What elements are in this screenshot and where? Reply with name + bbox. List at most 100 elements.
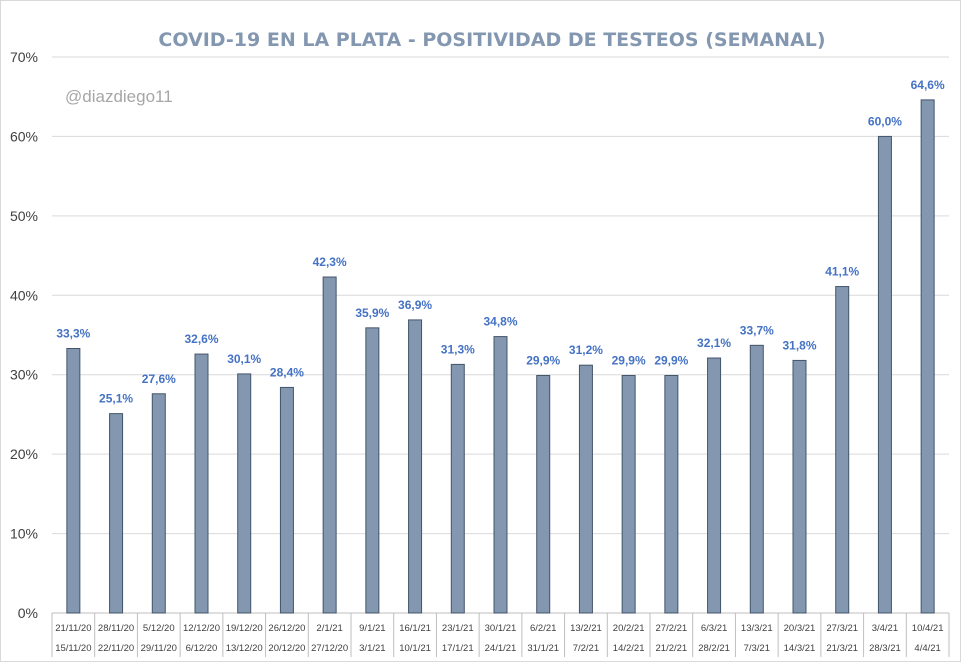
x-tick-label-start-date: 27/12/20 xyxy=(311,643,348,654)
data-label: 34,8% xyxy=(483,315,517,329)
x-tick-label-end-date: 5/12/20 xyxy=(143,623,175,634)
y-tick-label: 50% xyxy=(10,208,38,224)
x-tick-label-start-date: 7/3/21 xyxy=(744,643,770,654)
bar xyxy=(792,359,807,614)
data-label: 30,1% xyxy=(227,352,261,366)
data-label: 35,9% xyxy=(355,306,389,320)
x-tick-label-end-date: 27/3/21 xyxy=(826,623,858,634)
x-tick-label-end-date: 13/2/21 xyxy=(570,623,602,634)
y-tick-label: 40% xyxy=(10,287,38,303)
x-tick-label-end-date: 26/12/20 xyxy=(268,623,305,634)
x-tick-label-end-date: 20/3/21 xyxy=(784,623,816,634)
x-tick-label-start-date: 7/2/21 xyxy=(573,643,599,654)
bar xyxy=(835,286,850,614)
data-label: 36,9% xyxy=(398,298,432,312)
data-label: 33,3% xyxy=(56,327,90,341)
x-tick-label-start-date: 21/2/21 xyxy=(656,643,688,654)
data-label: 31,3% xyxy=(441,342,475,356)
bar xyxy=(493,336,508,614)
x-tick-label-end-date: 30/1/21 xyxy=(485,623,517,634)
bar xyxy=(707,357,722,614)
bar xyxy=(66,348,81,614)
bar xyxy=(877,135,892,614)
bar xyxy=(408,319,423,614)
data-label: 29,9% xyxy=(612,354,646,368)
bar xyxy=(322,276,337,614)
x-tick-label-start-date: 4/4/21 xyxy=(914,643,940,654)
x-tick-label-end-date: 2/1/21 xyxy=(316,623,342,634)
x-tick-label-end-date: 16/1/21 xyxy=(399,623,431,634)
x-axis-ticks: 21/11/20 15/11/20 28/11/20 22/11/20 5/12/20 2… xyxy=(51,613,950,657)
x-tick-label-start-date: 24/1/21 xyxy=(485,643,517,654)
x-tick-label-start-date: 28/3/21 xyxy=(869,643,901,654)
x-tick-label-start-date: 10/1/21 xyxy=(399,643,431,654)
y-tick-label: 20% xyxy=(10,446,38,462)
x-tick-label-start-date: 17/1/21 xyxy=(442,643,474,654)
data-label: 64,6% xyxy=(911,78,945,92)
x-tick-label-end-date: 6/3/21 xyxy=(701,623,727,634)
y-tick-label: 0% xyxy=(18,605,38,621)
x-tick-label-start-date: 21/3/21 xyxy=(826,643,858,654)
chart-title: COVID-19 EN LA PLATA - POSITIVIDAD DE TE… xyxy=(158,29,825,51)
x-tick-label-start-date: 14/2/21 xyxy=(613,643,645,654)
x-tick-label-start-date: 31/1/21 xyxy=(527,643,559,654)
bar xyxy=(365,327,380,614)
data-label: 32,1% xyxy=(697,336,731,350)
y-tick-label: 70% xyxy=(10,49,38,65)
x-tick-label-start-date: 6/12/20 xyxy=(186,643,218,654)
x-tick-label-end-date: 27/2/21 xyxy=(656,623,688,634)
x-tick-label-start-date: 14/3/21 xyxy=(784,643,816,654)
bar xyxy=(237,373,252,614)
y-tick-label: 30% xyxy=(10,367,38,383)
y-tick-label: 60% xyxy=(10,128,38,144)
x-tick-label-start-date: 28/2/21 xyxy=(698,643,730,654)
x-tick-label-start-date: 13/12/20 xyxy=(226,643,263,654)
y-tick-label: 10% xyxy=(10,526,38,542)
data-label: 31,8% xyxy=(782,338,816,352)
bar xyxy=(151,393,166,614)
author-watermark: @diazdiego11 xyxy=(65,87,173,106)
bar xyxy=(749,344,764,614)
x-tick-label-end-date: 6/2/21 xyxy=(530,623,556,634)
x-tick-label-end-date: 3/4/21 xyxy=(872,623,898,634)
data-label: 28,4% xyxy=(270,365,304,379)
x-tick-label-end-date: 13/3/21 xyxy=(741,623,773,634)
data-label: 25,1% xyxy=(99,392,133,406)
data-label: 33,7% xyxy=(740,323,774,337)
data-label: 29,9% xyxy=(654,354,688,368)
bar xyxy=(536,375,551,614)
bar xyxy=(664,375,679,614)
x-tick-label-end-date: 12/12/20 xyxy=(183,623,220,634)
x-tick-label-end-date: 23/1/21 xyxy=(442,623,474,634)
x-tick-label-start-date: 20/12/20 xyxy=(268,643,305,654)
y-axis-ticks: 0% 10% 20% 30% 40% 50% 60% 70% xyxy=(10,49,38,621)
data-labels: 33,3% 25,1% 27,6% 32,6% 30,1% 28,4% 42,3% 35,9%… xyxy=(56,78,945,406)
x-tick-label-end-date: 21/11/20 xyxy=(55,623,91,634)
x-tick-label-start-date: 3/1/21 xyxy=(359,643,385,654)
bar xyxy=(109,413,124,614)
bar xyxy=(450,363,465,614)
x-tick-label-end-date: 10/4/21 xyxy=(912,623,944,634)
data-label: 32,6% xyxy=(184,332,218,346)
bar xyxy=(279,386,294,614)
x-tick-label-start-date: 22/11/20 xyxy=(98,643,134,654)
bars xyxy=(66,99,935,614)
bar xyxy=(578,364,593,614)
x-tick-label-end-date: 20/2/21 xyxy=(613,623,645,634)
bar xyxy=(621,375,636,614)
data-label: 42,3% xyxy=(313,255,347,269)
data-label: 60,0% xyxy=(868,114,902,128)
bar xyxy=(920,99,935,614)
x-tick-label-end-date: 9/1/21 xyxy=(359,623,385,634)
data-label: 31,2% xyxy=(569,343,603,357)
data-label: 29,9% xyxy=(526,354,560,368)
x-tick-label-start-date: 29/11/20 xyxy=(141,643,177,654)
x-tick-label-end-date: 19/12/20 xyxy=(226,623,263,634)
x-tick-label-start-date: 15/11/20 xyxy=(55,643,91,654)
bar xyxy=(194,353,209,614)
data-label: 41,1% xyxy=(825,265,859,279)
data-label: 27,6% xyxy=(142,372,176,386)
x-tick-label-end-date: 28/11/20 xyxy=(98,623,134,634)
